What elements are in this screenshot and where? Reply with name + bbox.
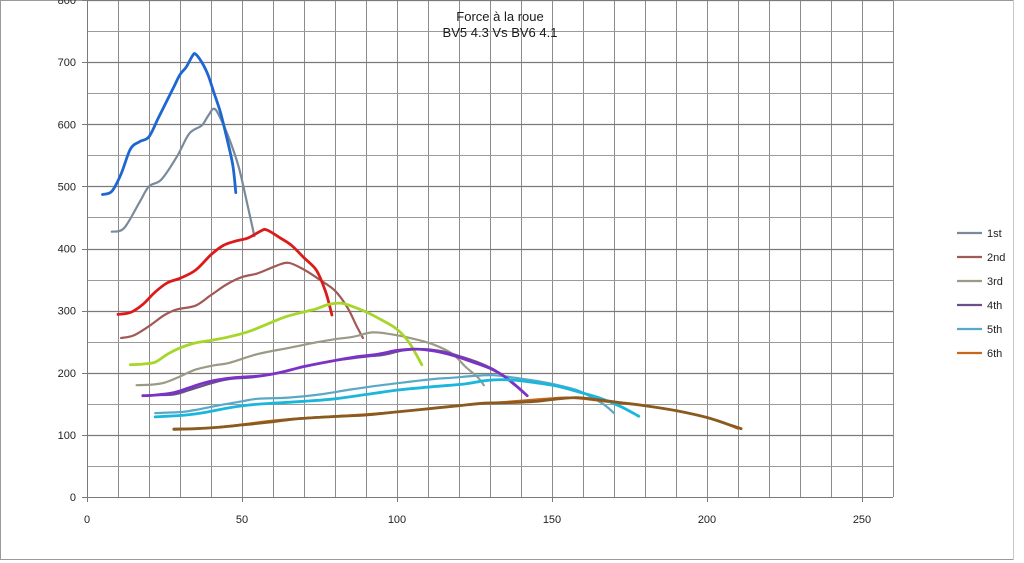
series-line-unlabeled-8 xyxy=(129,301,424,367)
axes xyxy=(82,0,893,502)
x-tick-label: 50 xyxy=(236,514,248,526)
y-tick-label: 100 xyxy=(58,430,76,442)
y-tick-label: 0 xyxy=(70,492,76,504)
legend-label-1st: 1st xyxy=(987,228,1002,240)
series-line-unlabeled-9 xyxy=(141,347,529,398)
series-line-1st xyxy=(110,107,256,238)
tick-labels: 0 50 100 150 200 250 0 100 200 300 400 500 600 700 800 xyxy=(58,0,872,526)
legend-label-3rd: 3rd xyxy=(987,276,1003,288)
x-tick-label: 200 xyxy=(698,514,716,526)
chart-title-line-1: Force à la roue xyxy=(456,9,543,24)
y-tick-label: 400 xyxy=(58,244,76,256)
y-tick-label: 700 xyxy=(58,57,76,69)
legend-label-2nd: 2nd xyxy=(987,252,1005,264)
legend-label-6th: 6th xyxy=(987,348,1002,360)
x-tick-label: 150 xyxy=(543,514,561,526)
y-tick-label: 800 xyxy=(58,0,76,7)
y-tick-label: 600 xyxy=(58,119,76,131)
x-tick-label: 0 xyxy=(84,514,90,526)
series-line-2nd xyxy=(120,261,364,340)
legend-label-5th: 5th xyxy=(987,324,1002,336)
series-line-unlabeled-7 xyxy=(116,228,334,317)
series-line-unlabeled-6 xyxy=(101,52,238,196)
x-tick-label: 100 xyxy=(388,514,406,526)
chart-title-line-2: BV5 4.3 Vs BV6 4.1 xyxy=(443,25,558,40)
chart-title: Force à la roue BV5 4.3 Vs BV6 4.1 xyxy=(443,9,558,40)
series-line-unlabeled-11 xyxy=(172,396,743,431)
legend-label-4th: 4th xyxy=(987,300,1002,312)
series-lines xyxy=(101,52,743,431)
series-line-unlabeled-10 xyxy=(153,378,641,419)
legend: 1st 2nd 3rd 4th 5th 6th xyxy=(957,228,1005,360)
y-tick-label: 500 xyxy=(58,181,76,193)
y-tick-label: 200 xyxy=(58,368,76,380)
x-tick-label: 250 xyxy=(853,514,871,526)
y-tick-label: 300 xyxy=(58,306,76,318)
